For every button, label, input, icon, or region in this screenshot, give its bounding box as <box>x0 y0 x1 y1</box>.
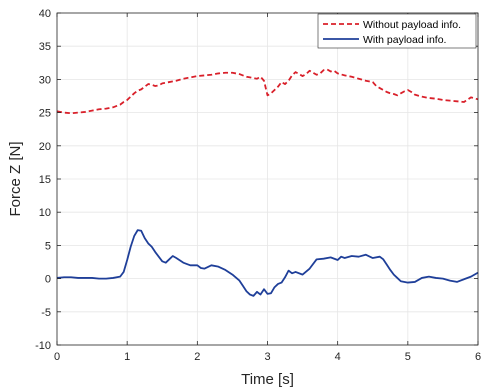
legend: Without payload info. With payload info. <box>317 13 477 49</box>
y-tick-label: 0 <box>45 274 51 286</box>
x-tick-label: 0 <box>54 351 60 363</box>
y-tick-label: 20 <box>39 141 51 153</box>
series-lines <box>56 68 479 297</box>
x-tick-label: 6 <box>475 351 481 363</box>
x-tick-label: 4 <box>335 351 341 363</box>
x-tick-label: 2 <box>194 351 200 363</box>
legend-entry-without-payload: Without payload info. <box>363 19 461 31</box>
series-line-with-payload <box>56 229 479 297</box>
y-tick-label: 35 <box>39 41 51 53</box>
y-tick-label: 10 <box>39 207 51 219</box>
legend-entry-with-payload: With payload info. <box>363 34 446 46</box>
y-tick-label: -10 <box>35 340 51 352</box>
y-tick-label: 25 <box>39 108 51 120</box>
x-tick-label: 1 <box>124 351 130 363</box>
series-line-without-payload <box>56 68 479 115</box>
y-tick-label: 15 <box>39 174 51 186</box>
grid <box>56 12 479 346</box>
legend-box <box>317 13 477 49</box>
y-tick-label: 40 <box>39 8 51 20</box>
axis-ticks: 0 1 2 3 4 5 6 -10 -5 0 5 10 15 20 25 30 35 40 <box>35 8 481 363</box>
y-axis-label: Force Z [N] <box>7 141 24 216</box>
x-tick-label: 3 <box>264 351 270 363</box>
x-tick-label: 5 <box>405 351 411 363</box>
y-tick-label: 5 <box>45 240 51 252</box>
y-tick-label: -5 <box>41 307 51 319</box>
x-axis-label: Time [s] <box>241 371 294 388</box>
y-tick-label: 30 <box>39 74 51 86</box>
